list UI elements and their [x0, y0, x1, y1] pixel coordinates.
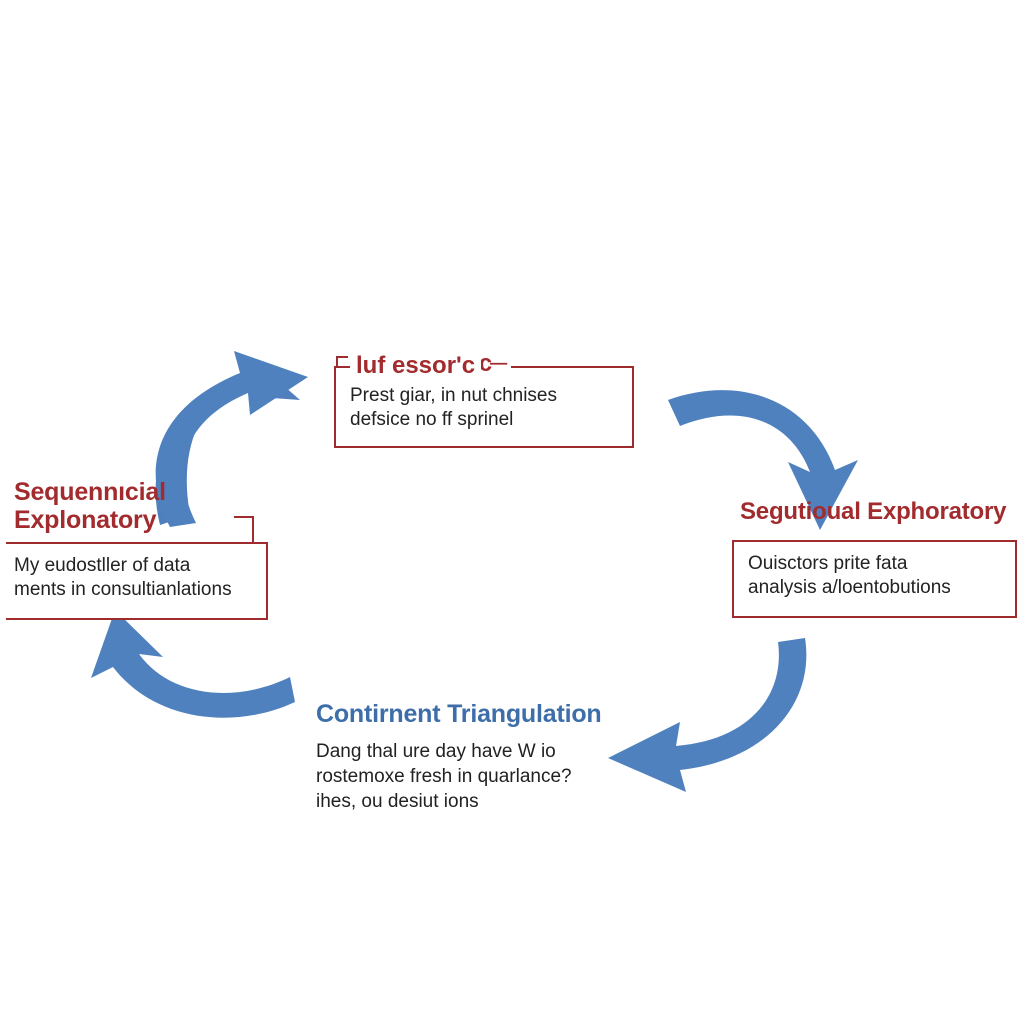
node-right-body: Ouisctors prite fata analysis a/loentobu… [748, 552, 1001, 601]
node-left-body-line1: My eudostller of data [14, 555, 190, 576]
node-top-body: Prest giar, in nut chnises defsice no ff… [350, 378, 618, 433]
node-right-body-line1: Ouisctors prite fata [748, 553, 907, 574]
node-top-body-line1: Prest giar, in nut chnises [350, 385, 557, 406]
cycle-diagram: Prest giar, in nut chnises defsice no ff… [0, 0, 1024, 1024]
node-left: Sequennıcial Explonatory [14, 478, 166, 534]
node-bottom-body-line1: Dang thal ure day have W io [316, 741, 556, 762]
node-left-title: Sequennıcial Explonatory [14, 478, 166, 534]
node-left-title-line1: Sequennıcial [14, 478, 166, 506]
node-right-title: Segutioual Exphoratory [740, 498, 1006, 526]
node-left-notch-h [234, 516, 254, 518]
node-bottom-body-line3: ihes, ou desiut ions [316, 791, 479, 812]
node-top-body-line2: defsice no ff sprinel [350, 409, 513, 430]
node-bottom-body: Dang thal ure day have W io rostemoxe fr… [316, 739, 656, 814]
legend-tick-left-v [336, 356, 338, 368]
node-bottom: Contirnent Triangulation Dang thal ure d… [316, 700, 656, 814]
node-right-box-wrap: Ouisctors prite fata analysis a/loentobu… [732, 540, 1017, 618]
node-left-box-wrap: My eudostller of data ments in consultia… [6, 542, 268, 620]
node-left-body-line2: ments in consultianlations [14, 579, 232, 600]
node-left-body: My eudostller of data ments in consultia… [14, 554, 252, 603]
node-left-box: My eudostller of data ments in consultia… [6, 542, 268, 620]
node-top-legend: luf essor'c [350, 352, 481, 380]
node-right: Segutioual Exphoratory [740, 498, 1006, 526]
node-right-box: Ouisctors prite fata analysis a/loentobu… [732, 540, 1017, 618]
node-left-title-line2: Explonatory [14, 506, 156, 534]
node-bottom-title-text: Contirnent Triangulation [316, 700, 601, 728]
node-bottom-title: Contirnent Triangulation [316, 700, 656, 729]
node-bottom-body-line2: rostemoxe fresh in quarlance? [316, 766, 572, 787]
node-left-notch [252, 516, 254, 544]
arrow-bottom-to-left [95, 612, 305, 732]
node-right-title-text: Segutioual Exphoratory [740, 498, 1006, 525]
node-right-body-line2: analysis a/loentobutions [748, 577, 951, 598]
